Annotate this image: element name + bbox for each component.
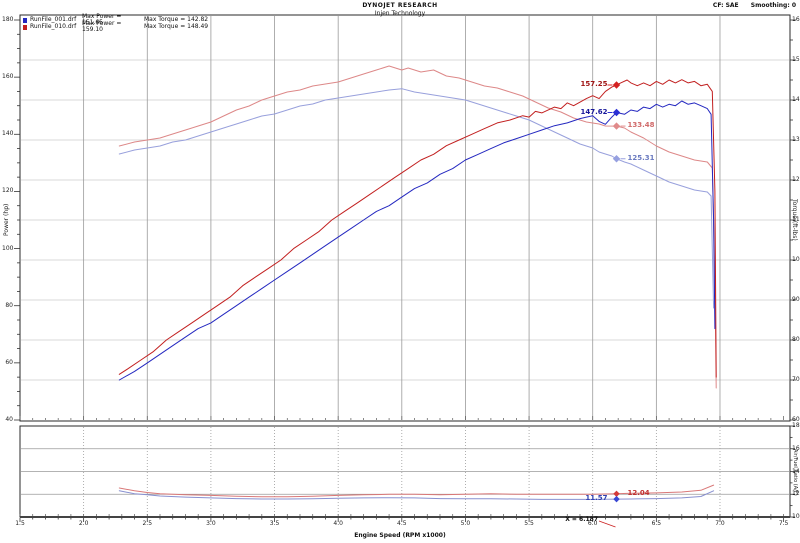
rpm-tick-label: 4.0: [333, 520, 343, 527]
smoothing-setting: Smoothing: 0: [750, 2, 796, 9]
correction-factor: CF: SAE: [712, 2, 739, 9]
torque-tick-label: 150: [792, 56, 800, 63]
cursor-marker-afr: [613, 490, 620, 498]
torque-tick-label: 130: [792, 136, 800, 143]
cursor-value-label: 157.25: [580, 80, 608, 88]
rpm-tick-label: 7.0: [715, 520, 725, 527]
cursor-marker-afr: [613, 495, 620, 503]
legend-max-power-2: Max Power = 159.10: [82, 20, 122, 33]
rpm-axis-title: Engine Speed (RPM x1000): [354, 532, 446, 539]
torque-tick-label: 80: [792, 336, 800, 343]
cursor-value-label: 125.31: [627, 153, 655, 162]
legend-swatch-blue: [23, 17, 27, 23]
afr-tick-label: 12: [792, 490, 800, 498]
afr-curve: [118, 484, 715, 498]
cursor-marker: [612, 122, 621, 130]
rpm-tick-label: 6.5: [651, 520, 662, 527]
legend-runfile-1: RunFile_001.drf: [30, 16, 77, 23]
page-title: DYNOJET RESEARCH: [362, 2, 438, 9]
cursor-value-label: 133.48: [627, 121, 655, 130]
cursor-afr-value-label: 11.57: [585, 494, 608, 503]
afr-tick-label: 16: [792, 444, 800, 452]
torque-tick-label: 100: [792, 256, 800, 263]
rpm-tick-label: 2.5: [142, 520, 153, 527]
rpm-tick-label: 3.0: [206, 520, 216, 527]
legend-run-2: RunFile_010.drf Max Power = 159.10 Max T…: [23, 20, 209, 33]
torque-tick-label: 90: [792, 296, 800, 303]
power-tick-label: 120: [2, 187, 14, 195]
afr-tick-label: 14: [792, 467, 800, 475]
afr-curve: [118, 490, 715, 500]
torque-tick-label: 120: [792, 176, 800, 183]
legend-max-torque-2: Max Torque = 148.49: [144, 23, 209, 30]
cursor-afr-value-label: 12.04: [627, 488, 650, 497]
power-tick-label: 40: [5, 416, 13, 423]
torque-tick-label: 60: [792, 416, 800, 423]
torque-tick-label: 70: [792, 376, 800, 383]
legend-runfile-2: RunFile_010.drf: [30, 23, 77, 30]
main-plot-border: [19, 14, 791, 422]
legend-run-1: RunFile_001.drf Max Power = 151.65 Max T…: [23, 13, 209, 26]
legend-swatch-red: [23, 24, 27, 30]
power-tick-label: 100: [2, 244, 14, 252]
cursor-leader-line: [598, 520, 616, 528]
rpm-tick-label: 1.5: [15, 520, 25, 527]
power-axis-title: Power (hp): [3, 203, 10, 237]
legend: RunFile_001.drf Max Power = 151.65 Max T…: [23, 13, 209, 33]
afr-tick-label: 10: [792, 513, 800, 520]
torque-tick-label: 160: [792, 16, 800, 23]
cursor-value-label: 147.62: [580, 107, 608, 116]
torque-curve: [118, 88, 715, 309]
torque-axis-title: Torque (ft-lbs): [791, 199, 798, 241]
power-tick-label: 180: [2, 16, 14, 23]
power-tick-label: 80: [5, 301, 13, 309]
rpm-tick-label: 6.0: [587, 520, 598, 527]
rpm-tick-label: 5.0: [460, 520, 471, 527]
power-tick-label: 140: [2, 130, 14, 138]
rpm-tick-label: 4.5: [397, 520, 407, 527]
cursor-marker: [612, 81, 621, 89]
power-curve: [118, 79, 717, 378]
power-tick-label: 60: [5, 358, 13, 366]
torque-tick-label: 140: [792, 96, 800, 103]
rpm-tick-label: 3.5: [269, 520, 280, 527]
afr-tick-label: 18: [792, 422, 800, 429]
torque-curve: [118, 65, 717, 389]
cursor-marker: [612, 108, 621, 117]
rpm-tick-label: 5.5: [524, 520, 534, 527]
torque-tick-label: 110: [792, 216, 800, 223]
power-tick-label: 160: [2, 73, 14, 81]
page-subtitle: Injen Technology: [374, 10, 426, 17]
rpm-tick-label: 7.5: [778, 520, 789, 527]
afr-axis-title: Air/Fuel Ratio (A/F): [792, 448, 798, 496]
cursor-x-label: X = 6.187: [565, 516, 598, 523]
correction-info: CF: SAE Smoothing: 0: [560, 2, 796, 9]
legend-max-power-1: Max Power = 151.65: [82, 13, 122, 26]
legend-max-torque-1: Max Torque = 142.82: [144, 16, 209, 23]
power-curve: [118, 100, 716, 381]
rpm-tick-label: 2.0: [78, 520, 89, 527]
cursor-marker: [612, 155, 621, 163]
